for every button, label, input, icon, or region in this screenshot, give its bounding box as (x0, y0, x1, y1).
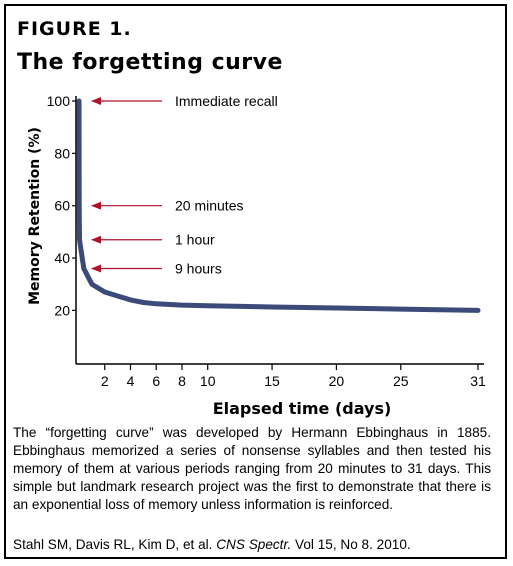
citation-authors: Stahl SM, Davis RL, Kim D, et al. (13, 537, 213, 552)
y-tick-label: 20 (54, 302, 70, 318)
x-tick-label: 8 (178, 373, 186, 389)
citation-journal: CNS Spectr. (216, 537, 292, 552)
x-tick-label: 2 (101, 373, 109, 389)
y-tick-label: 100 (47, 93, 71, 109)
x-tick-label: 25 (393, 373, 409, 389)
y-tick-label: 40 (54, 250, 70, 266)
y-tick-label: 60 (54, 198, 70, 214)
retention-curve (76, 98, 481, 313)
x-tick-label: 20 (329, 373, 345, 389)
x-tick-label: 15 (264, 373, 280, 389)
x-tick-label: 10 (200, 373, 216, 389)
x-tick-label: 6 (152, 373, 160, 389)
annotation-label: 20 minutes (175, 198, 243, 214)
annotation-label: 1 hour (175, 232, 215, 248)
y-tick-label: 80 (54, 145, 70, 161)
x-tick-label: 4 (127, 373, 135, 389)
annotation-label: 9 hours (175, 260, 222, 276)
x-tick-label: 31 (470, 373, 486, 389)
x-axis-label: Elapsed time (days) (213, 399, 392, 418)
figure-caption: The “forgetting curve” was developed by … (13, 425, 491, 512)
figure-title: The forgetting curve (17, 50, 283, 75)
citation-details: Vol 15, No 8. 2010. (295, 537, 411, 552)
y-axis-label: Memory Retention (%) (27, 127, 43, 305)
annotation-label: Immediate recall (175, 93, 278, 109)
figure-citation: Stahl SM, Davis RL, Kim D, et al. CNS Sp… (13, 537, 493, 552)
figure-label: FIGURE 1. (17, 18, 132, 40)
